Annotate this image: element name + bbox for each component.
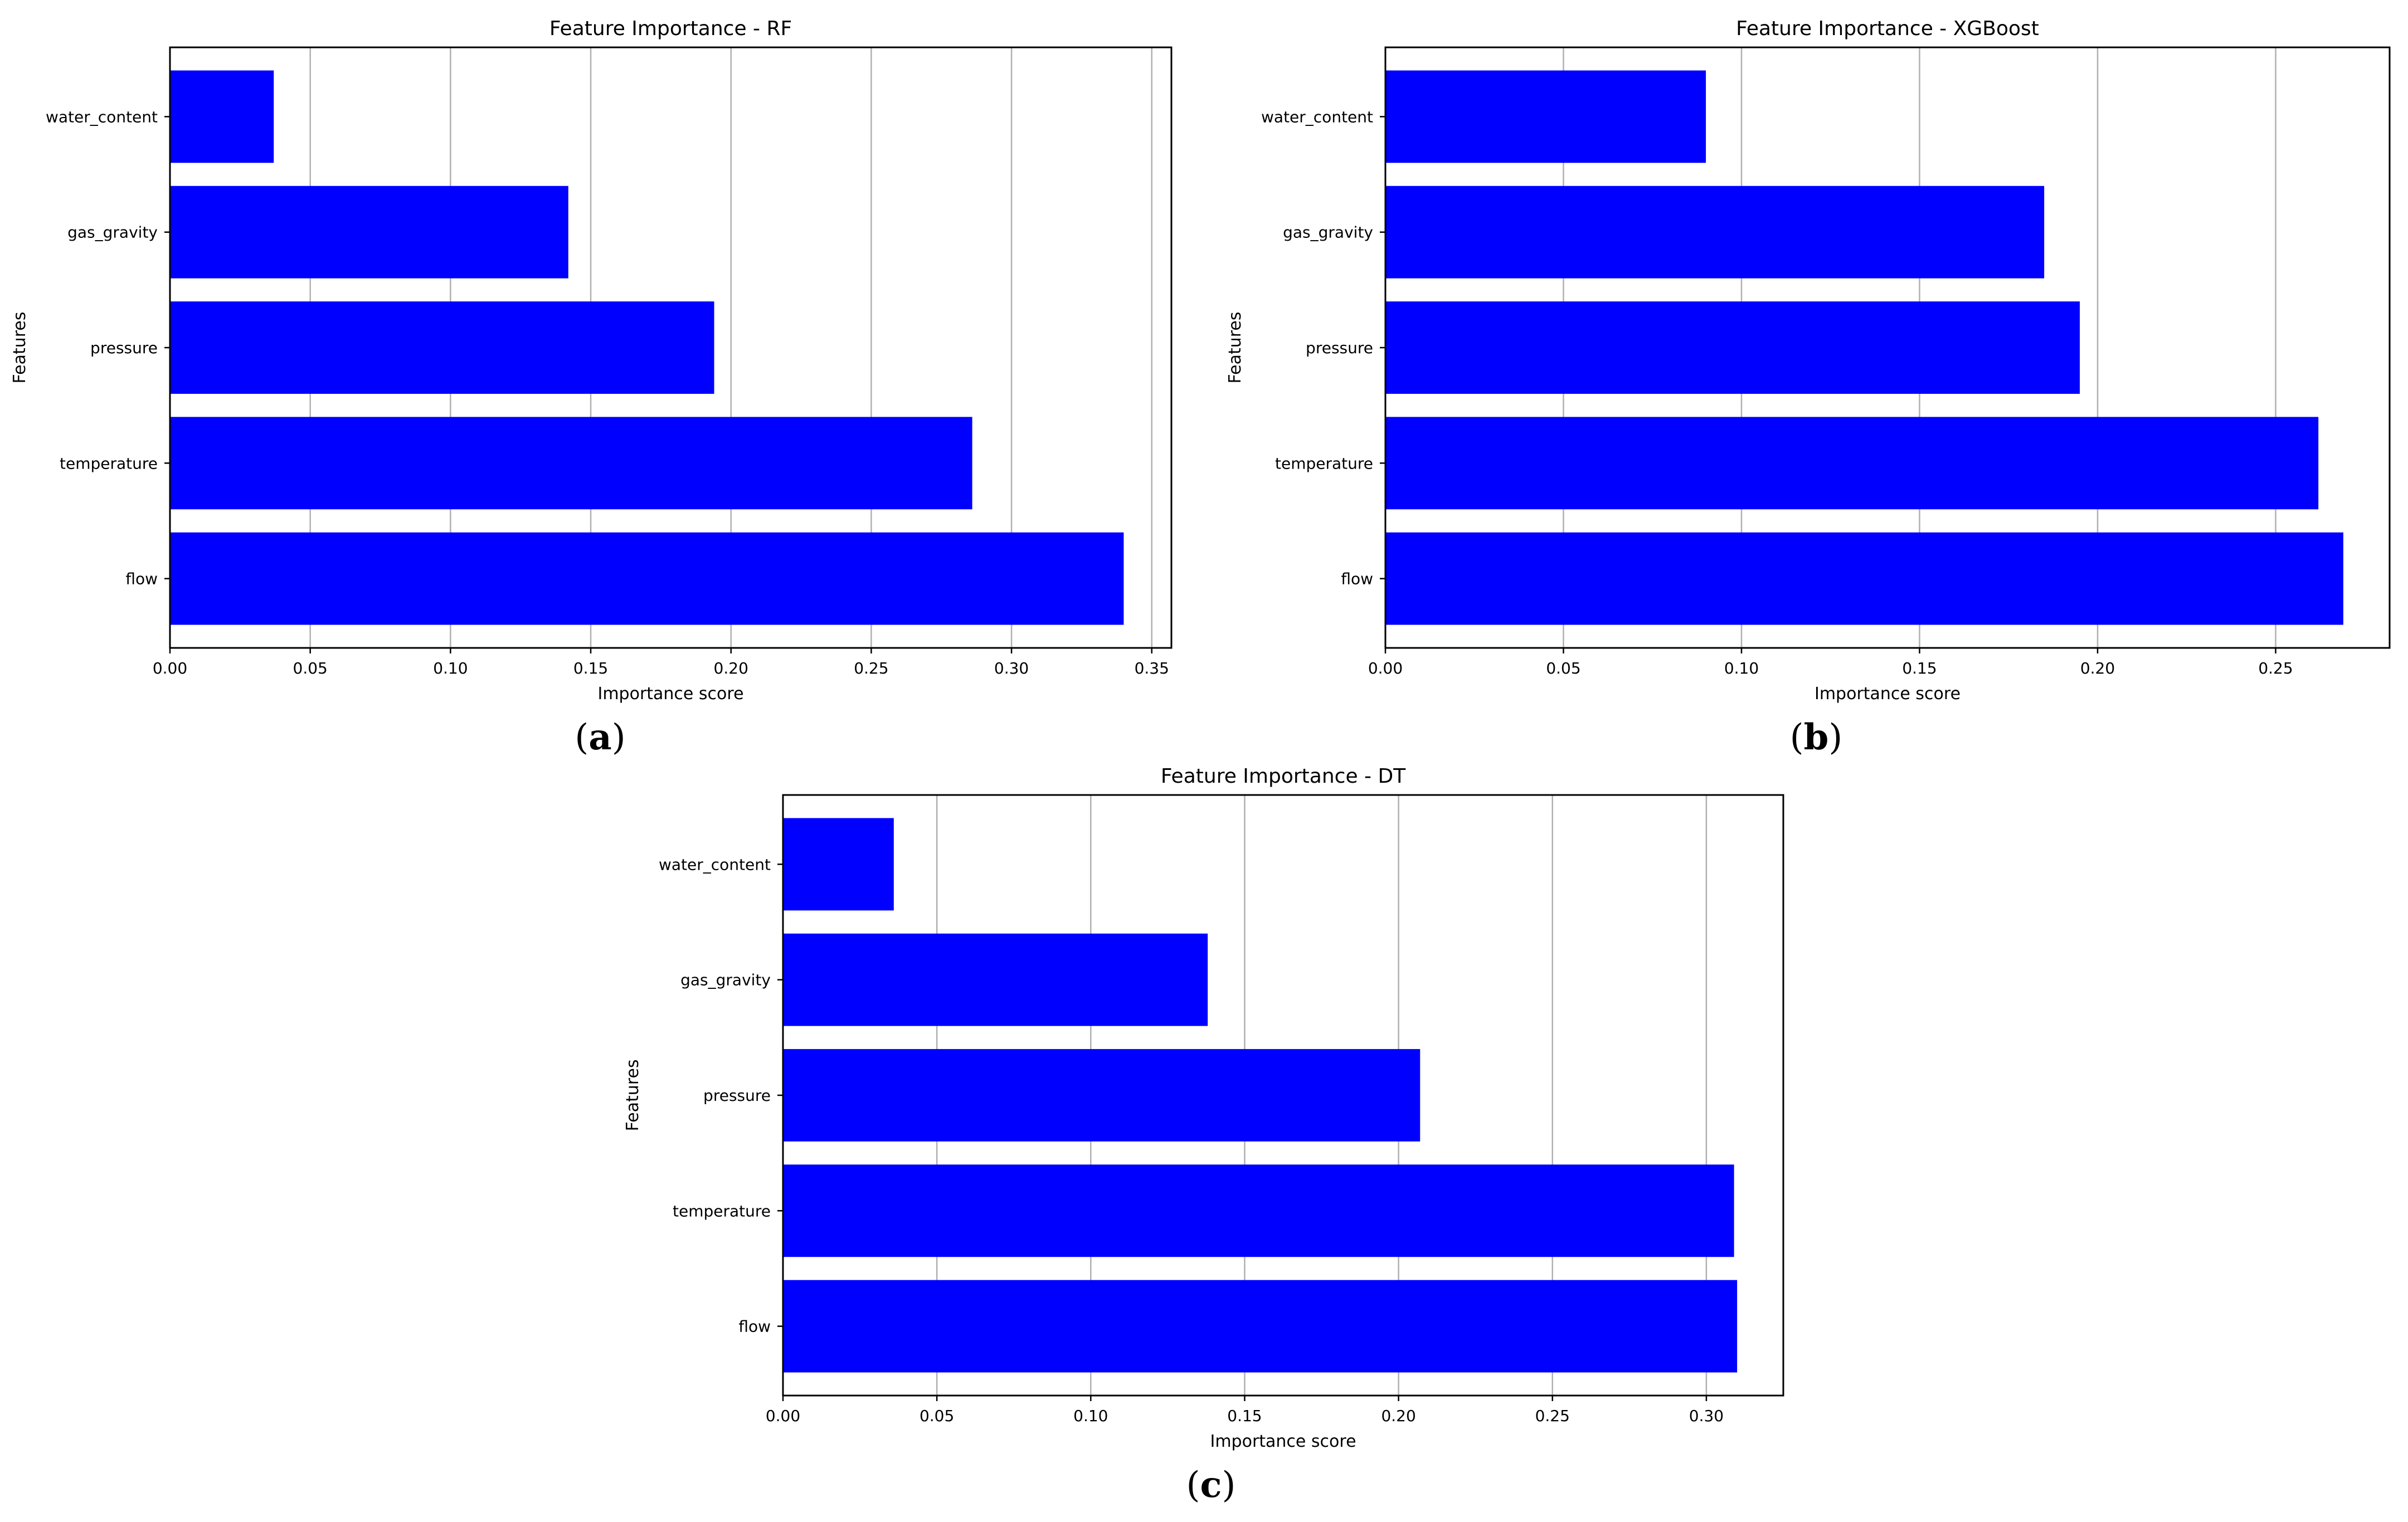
x-tick-label: 0.15 [1902, 659, 1937, 677]
x-tick-label: 0.00 [766, 1407, 800, 1425]
panel-caption: (c) [1186, 1464, 1236, 1506]
bar-gas-gravity [783, 933, 1208, 1026]
panel-caption: (b) [1790, 716, 1843, 758]
y-axis-label: Features [10, 312, 30, 384]
x-tick-label: 0.20 [2080, 659, 2115, 677]
y-tick-label: gas_gravity [680, 971, 771, 989]
x-tick-label: 0.25 [2258, 659, 2293, 677]
x-axis-label: Importance score [1814, 684, 1961, 704]
x-axis-label: Importance score [597, 684, 743, 704]
x-tick-label: 0.05 [1546, 659, 1580, 677]
bar-flow [170, 532, 1124, 625]
y-tick-label: flow [125, 570, 158, 588]
plot-frame [782, 794, 1784, 1397]
bar-water-content [783, 818, 894, 911]
bar-pressure [783, 1049, 1421, 1142]
x-axis-label: Importance score [1210, 1432, 1356, 1451]
y-tick-label: temperature [1275, 454, 1373, 472]
x-tick-label: 0.10 [1724, 659, 1759, 677]
y-tick-label: gas_gravity [67, 223, 158, 242]
y-tick-label: gas_gravity [1283, 223, 1373, 242]
y-tick-label: pressure [1306, 339, 1373, 357]
bar-temperature [170, 417, 972, 510]
chart-title: Feature Importance - XGBoost [1736, 17, 2039, 40]
x-tick-label: 0.35 [1135, 659, 1169, 677]
y-tick-label: flow [738, 1318, 771, 1336]
panel-dt: water_content gas_gravity pressure temperat… [623, 765, 1784, 1506]
y-tick-label: temperature [60, 454, 158, 472]
bar-pressure [170, 301, 714, 394]
bar-water-content [1385, 70, 1706, 163]
panel-xgboost: water_content gas_gravity pressure temperat… [1225, 17, 2391, 758]
x-tick-label: 0.15 [1227, 1407, 1262, 1425]
x-tick-label: 0.20 [714, 659, 748, 677]
x-tick-label: 0.00 [153, 659, 187, 677]
y-tick-label: pressure [90, 339, 158, 357]
bar-temperature [1385, 417, 2319, 510]
y-axis-label: Features [623, 1060, 643, 1131]
bar-temperature [783, 1164, 1734, 1257]
x-tick-label: 0.30 [1689, 1407, 1724, 1425]
bar-flow [1385, 532, 2343, 625]
bar-gas-gravity [170, 186, 568, 279]
y-tick-label: pressure [703, 1086, 771, 1105]
y-axis-label: Features [1225, 312, 1245, 384]
y-tick-label: temperature [673, 1202, 771, 1220]
x-tick-label: 0.30 [994, 659, 1029, 677]
y-tick-label: water_content [659, 855, 771, 874]
x-tick-label: 0.10 [433, 659, 468, 677]
plot-frame [1384, 46, 2391, 649]
bar-water-content [170, 70, 274, 163]
bar-pressure [1385, 301, 2080, 394]
chart-title: Feature Importance - RF [549, 17, 792, 40]
plot-frame [169, 46, 1173, 649]
y-tick-label: water_content [1261, 108, 1373, 126]
chart-title: Feature Importance - DT [1161, 765, 1406, 788]
x-tick-label: 0.15 [573, 659, 608, 677]
x-tick-label: 0.05 [293, 659, 328, 677]
x-tick-label: 0.20 [1381, 1407, 1415, 1425]
x-tick-label: 0.25 [854, 659, 888, 677]
bar-gas-gravity [1385, 186, 2045, 279]
x-tick-label: 0.10 [1073, 1407, 1108, 1425]
y-tick-label: flow [1341, 570, 1373, 588]
bar-flow [783, 1280, 1738, 1373]
x-tick-label: 0.00 [1368, 659, 1403, 677]
panel-rf: water_content gas_gravity pressure temperat… [10, 17, 1173, 758]
panel-caption: (a) [575, 716, 625, 758]
x-tick-label: 0.05 [920, 1407, 954, 1425]
y-tick-label: water_content [46, 108, 158, 126]
x-tick-label: 0.25 [1535, 1407, 1570, 1425]
